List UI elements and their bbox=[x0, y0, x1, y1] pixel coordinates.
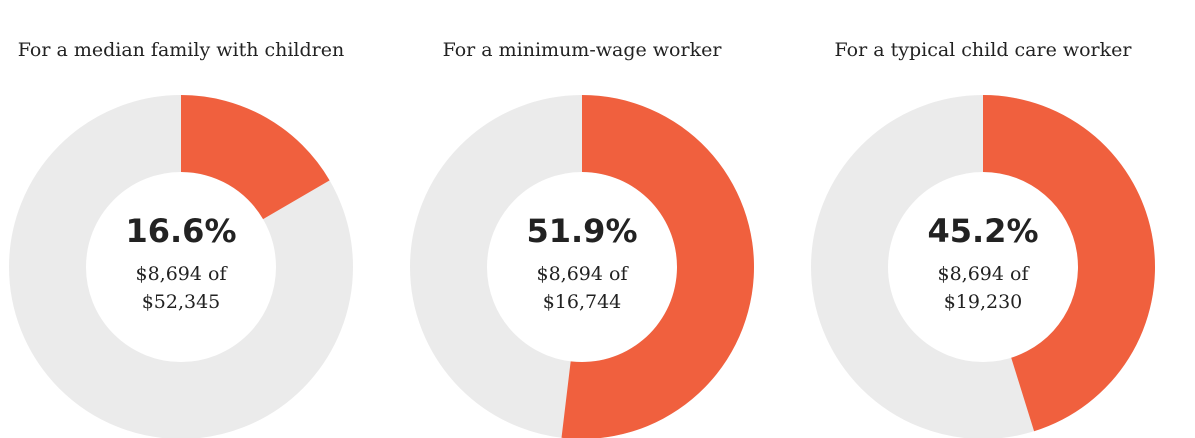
value-label: 16.6% bbox=[125, 212, 236, 250]
value-label: 45.2% bbox=[927, 212, 1038, 250]
annotation: $8,694 of bbox=[938, 263, 1031, 285]
donut-segment bbox=[181, 95, 330, 220]
annotation: $19,230 bbox=[944, 291, 1023, 313]
annotation: $8,694 of bbox=[537, 263, 630, 285]
donut-segment bbox=[561, 95, 754, 438]
annotation: $16,744 bbox=[543, 291, 622, 313]
annotation: $8,694 of bbox=[136, 263, 229, 285]
chart-title: For a median family with children bbox=[17, 39, 345, 61]
donut-segment bbox=[983, 95, 1155, 432]
chart-title: For a typical child care worker bbox=[834, 39, 1132, 61]
chart-title: For a minimum-wage worker bbox=[442, 39, 722, 61]
annotation: $52,345 bbox=[142, 291, 221, 313]
value-label: 51.9% bbox=[526, 212, 637, 250]
